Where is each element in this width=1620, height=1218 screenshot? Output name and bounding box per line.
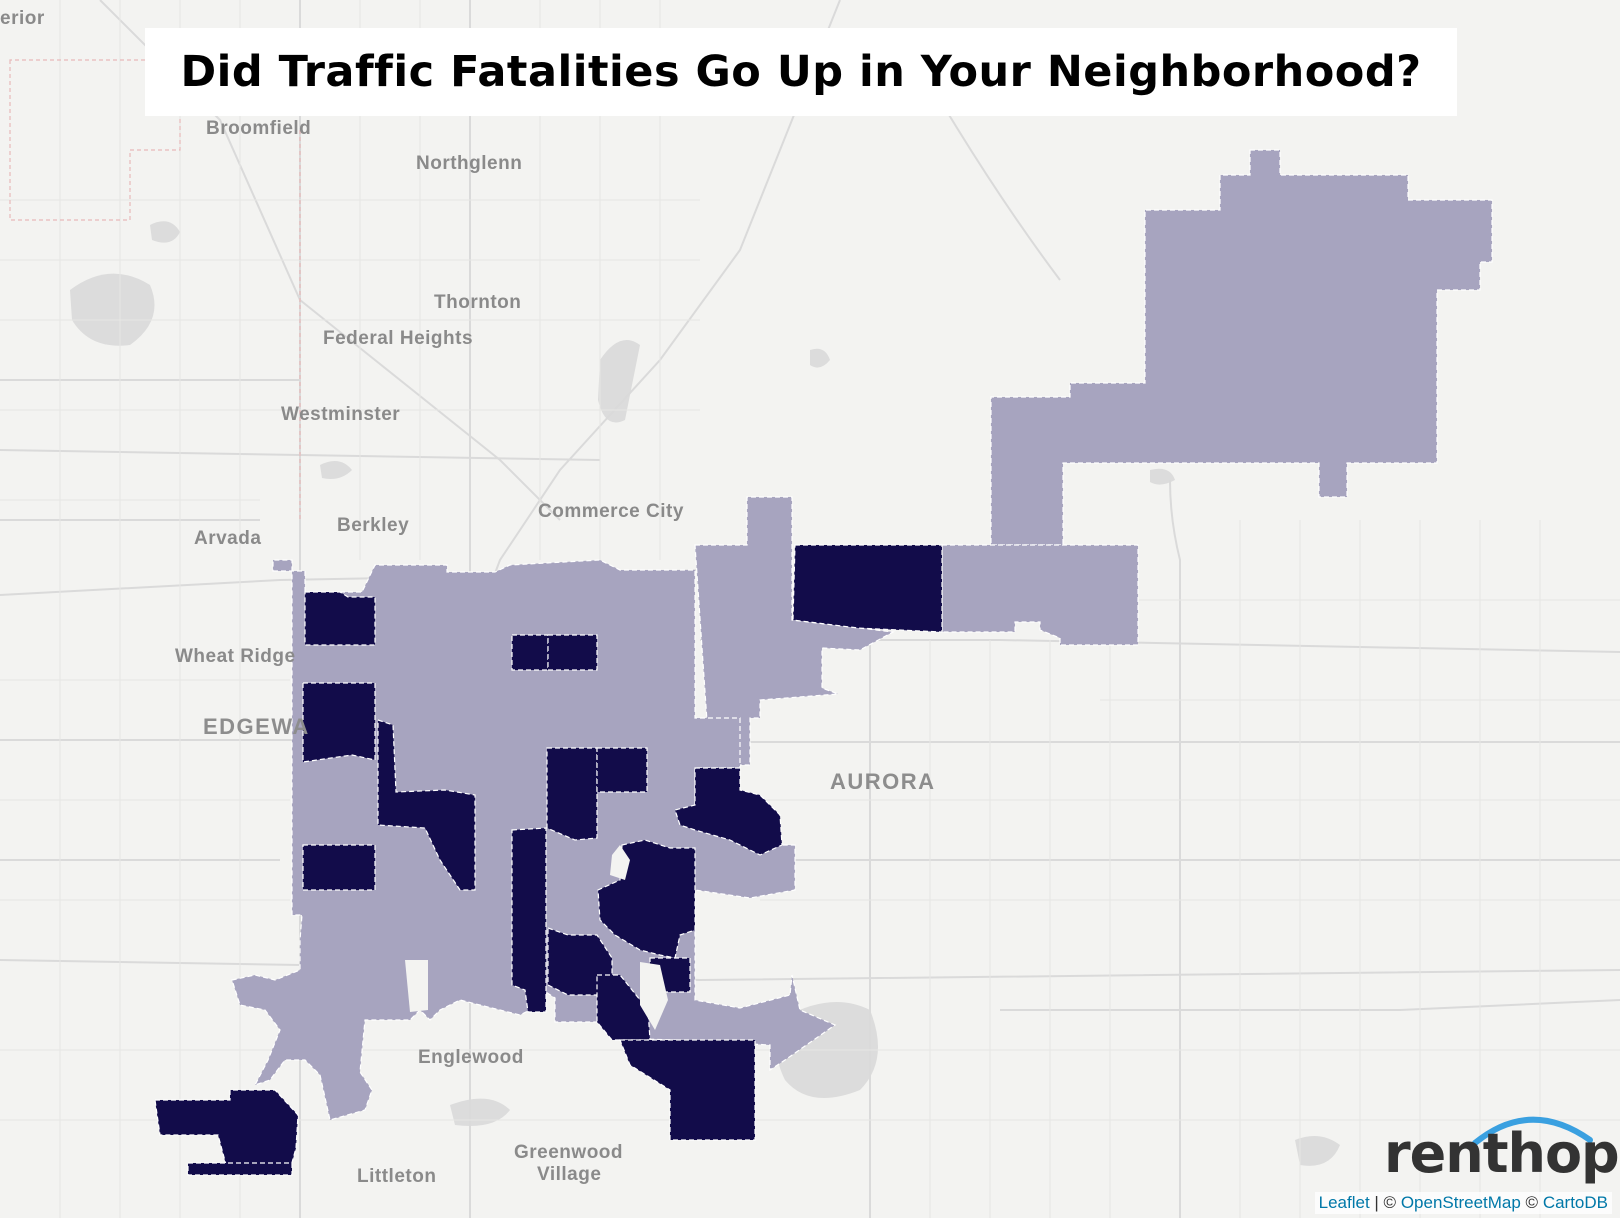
label-arvada: Arvada <box>194 528 262 549</box>
neighborhoods-increase[interactable] <box>154 544 943 1176</box>
label-edgewater: EDGEWA <box>203 714 310 739</box>
label-greenwood: Greenwood <box>514 1142 624 1163</box>
map-attribution: Leaflet | © OpenStreetMap © CartoDB <box>1314 1192 1612 1214</box>
leaflet-link[interactable]: Leaflet <box>1318 1193 1370 1212</box>
label-northglenn: Northglenn <box>416 153 523 174</box>
renthop-logo: renthop <box>1380 1108 1620 1185</box>
district-fort-logan <box>187 1162 293 1176</box>
map-gaps <box>405 845 668 1030</box>
label-federal-heights: Federal Heights <box>323 328 474 349</box>
district-barnum <box>302 844 376 891</box>
district-cheesman <box>546 747 598 841</box>
district-berkeley-north <box>304 591 376 646</box>
attribution-separator-2: © <box>1520 1193 1543 1212</box>
district-marston <box>154 1089 299 1173</box>
district-sloan-lake <box>302 682 376 763</box>
logo-wordmark: renthop <box>1384 1122 1620 1185</box>
label-westminster: Westminster <box>281 404 401 425</box>
label-aurora: AURORA <box>830 769 936 794</box>
district-lincoln-park <box>377 719 476 891</box>
openstreetmap-link[interactable]: OpenStreetMap <box>1400 1193 1521 1212</box>
cartodb-link[interactable]: CartoDB <box>1542 1193 1608 1212</box>
logo-arc-icon <box>1472 1116 1593 1146</box>
district-montbello-area <box>792 544 943 633</box>
page-title: Did Traffic Fatalities Go Up in Your Nei… <box>180 47 1422 97</box>
label-thornton: Thornton <box>434 292 522 313</box>
label-commerce-city: Commerce City <box>538 501 684 522</box>
label-englewood: Englewood <box>418 1047 524 1068</box>
title-banner: Did Traffic Fatalities Go Up in Your Nei… <box>145 28 1457 116</box>
district-platt-park <box>511 827 547 1013</box>
label-village: Village <box>537 1164 602 1185</box>
label-littleton: Littleton <box>357 1166 437 1187</box>
label-wheat-ridge: Wheat Ridge <box>175 646 296 667</box>
district-city-park <box>596 747 648 793</box>
district-east-colfax <box>674 767 783 856</box>
district-hampden <box>619 1039 756 1141</box>
district-highland-north <box>511 634 549 671</box>
label-berkley: Berkley <box>337 515 410 536</box>
attribution-separator-1: | © <box>1369 1193 1401 1212</box>
label-superior: erior <box>0 8 45 29</box>
district-highland-east <box>547 634 598 671</box>
label-broomfield: Broomfield <box>206 118 312 139</box>
